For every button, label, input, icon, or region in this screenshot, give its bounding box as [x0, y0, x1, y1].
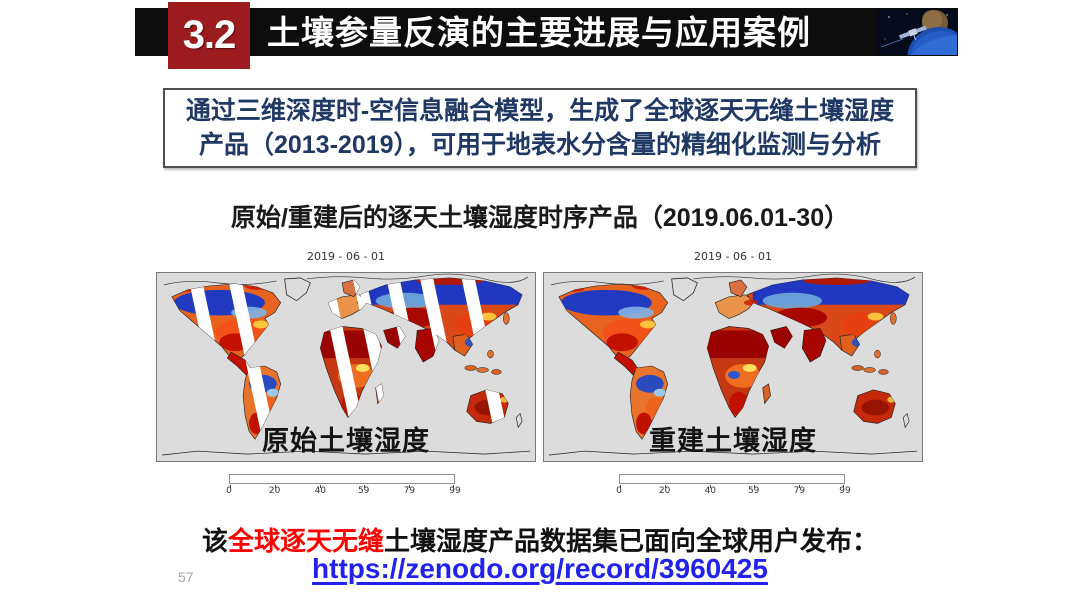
maps-section-title: 原始/重建后的逐天土壤湿度时序产品（2019.06.01-30）	[230, 204, 850, 232]
right-colorbar-gradient	[619, 474, 845, 488]
statement-suffix: 土壤湿度产品数据集已面向全球用户发布：	[384, 526, 879, 556]
slide-title: 土壤参量反演的主要进展与应用案例	[267, 14, 811, 51]
tick-label: 79	[403, 486, 416, 496]
original-soil-moisture-map: 原始土壤湿度	[156, 272, 536, 462]
right-colorbar-labels: 0 20 40 59 79 99	[616, 484, 851, 496]
right-map-date-label: 2019 - 06 - 01	[694, 250, 772, 263]
highlight-line-2: 产品（2013-2019），可用于地表水分含量的精细化监测与分析	[198, 131, 882, 159]
zenodo-link[interactable]: https://zenodo.org/record/3960425	[312, 553, 768, 584]
tick-label: 99	[449, 486, 461, 496]
reconstructed-soil-moisture-map: 重建土壤湿度	[543, 272, 923, 462]
highlight-line-1: 通过三维深度时-空信息融合模型，生成了全球逐天无缝土壤湿度	[185, 97, 895, 125]
tick-label: 40	[704, 486, 717, 496]
left-colorbar: 0 20 40 59 79 99	[226, 474, 461, 496]
left-colorbar-labels: 0 20 40 59 79 99	[226, 484, 461, 496]
tick-label: 40	[314, 486, 327, 496]
tick-label: 20	[268, 486, 281, 496]
title-bar: 土壤参量反演的主要进展与应用案例	[135, 8, 958, 56]
dataset-link-row: https://zenodo.org/record/3960425	[0, 553, 1080, 585]
tick-label: 59	[357, 486, 370, 496]
release-statement: 该全球逐天无缝土壤湿度产品数据集已面向全球用户发布：	[0, 521, 1080, 558]
left-map-caption: 原始土壤湿度	[262, 426, 430, 456]
statement-highlight: 全球逐天无缝	[227, 526, 384, 556]
tick-label: 99	[839, 486, 851, 496]
space-scene-graphic	[877, 9, 957, 55]
earth-satellite-image	[877, 9, 957, 55]
tick-label: 79	[793, 486, 806, 496]
tick-label: 20	[658, 486, 671, 496]
highlight-text-box: 通过三维深度时-空信息融合模型，生成了全球逐天无缝土壤湿度 产品（2013-20…	[163, 88, 917, 168]
right-colorbar: 0 20 40 59 79 99	[616, 474, 851, 496]
page-number: 57	[178, 569, 194, 585]
statement-prefix: 该	[201, 526, 228, 556]
tick-label: 0	[226, 486, 232, 496]
right-map-caption: 重建土壤湿度	[649, 426, 817, 456]
left-map-date-label: 2019 - 06 - 01	[307, 250, 385, 263]
tick-label: 0	[616, 486, 622, 496]
section-number: 3.2	[182, 13, 237, 57]
section-number-badge: 3.2	[168, 2, 250, 69]
left-colorbar-gradient	[229, 474, 455, 488]
tick-label: 59	[747, 486, 760, 496]
